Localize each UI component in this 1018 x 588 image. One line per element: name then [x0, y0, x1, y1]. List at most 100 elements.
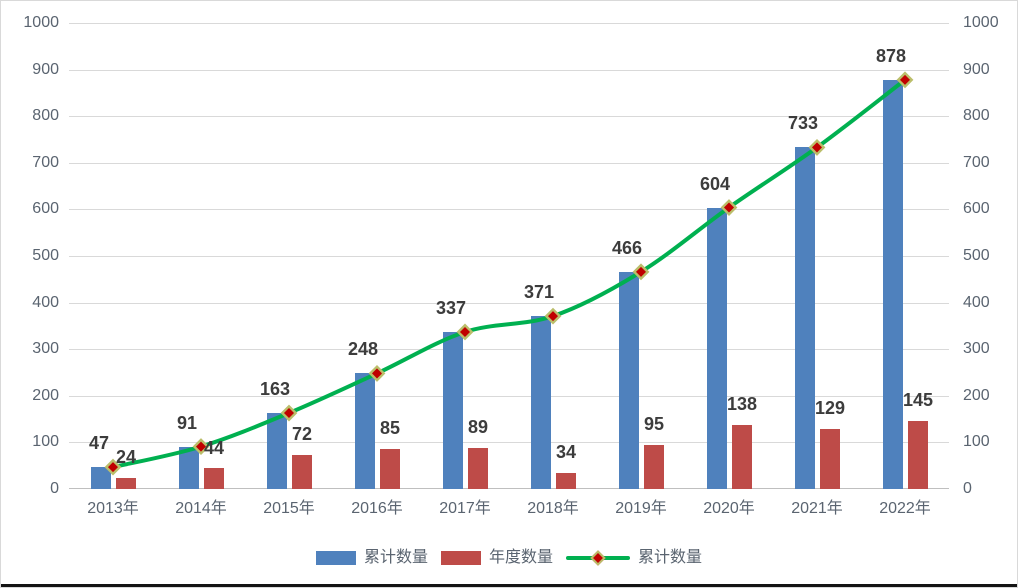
legend-item-0: 累计数量: [315, 548, 428, 568]
y-tick-right-300: 300: [963, 340, 990, 358]
y-tick-left-0: 0: [50, 480, 59, 497]
bar-annual-2016年: [379, 449, 400, 489]
legend-label-0: 累计数量: [363, 549, 428, 566]
legend-label-2: 累计数量: [638, 549, 703, 566]
x-label-2021年: 2021年: [791, 500, 843, 517]
legend-label-1: 年度数量: [488, 549, 553, 566]
y-tick-left-400: 400: [32, 293, 59, 311]
y-tick-left-200: 200: [32, 386, 59, 404]
data-label-cumulative-2016年: 248: [347, 339, 379, 360]
gridline-100: [69, 442, 949, 444]
y-tick-right-400: 400: [963, 293, 990, 311]
gridline-200: [69, 395, 949, 397]
data-label-cumulative-2017年: 337: [435, 297, 467, 318]
diamond-marker-2013年: [104, 458, 122, 476]
bar-annual-2018年: [555, 473, 576, 489]
legend-line-diamond-marker: [590, 550, 606, 566]
data-label-annual-2017年: 89: [467, 416, 489, 437]
y-tick-left-700: 700: [32, 153, 59, 171]
cumulative-line: [111, 77, 907, 470]
legend-swatch-line: [566, 549, 630, 567]
bar-cumulative-2018年: [530, 316, 551, 489]
x-label-2022年: 2022年: [879, 500, 931, 517]
y-axis-left: 1000 900 800 700 600 500 400 300 200 100 0: [1, 15, 59, 497]
y-tick-right-0: 0: [963, 480, 972, 497]
data-label-annual-2020年: 138: [726, 393, 758, 414]
bar-cumulative-2013年: [90, 467, 111, 489]
gridline-600: [69, 209, 949, 211]
data-label-cumulative-2019年: 466: [611, 237, 643, 258]
y-tick-right-100: 100: [963, 433, 990, 451]
legend-swatch-bar-0: [315, 551, 356, 565]
diamond-marker-2017年: [456, 323, 474, 341]
legend: 累计数量 年度数量 累计数量: [1, 546, 1017, 570]
x-label-2016年: 2016年: [351, 500, 403, 517]
data-label-annual-2014年: 44: [203, 437, 225, 458]
diamond-marker-2021年: [808, 139, 826, 156]
gridline-700: [69, 162, 949, 164]
bar-annual-2021年: [819, 428, 840, 489]
diamond-marker-2018年: [544, 307, 562, 325]
x-label-2020年: 2020年: [703, 500, 755, 517]
data-label-cumulative-2022年: 878: [875, 45, 907, 66]
legend-item-2: 累计数量: [566, 548, 702, 568]
data-label-annual-2022年: 145: [902, 390, 934, 411]
window-bottom-edge: [1, 584, 1017, 587]
gridline-800: [69, 116, 949, 118]
y-tick-right-800: 800: [963, 107, 990, 125]
y-tick-right-900: 900: [963, 60, 990, 78]
y-tick-right-500: 500: [963, 247, 990, 264]
legend-swatch-bar-1: [440, 551, 481, 565]
bar-cumulative-2017年: [442, 331, 463, 489]
gridline-0: [69, 488, 949, 489]
data-label-cumulative-2014年: 91: [176, 412, 198, 433]
bar-cumulative-2019年: [618, 271, 639, 489]
bar-cumulative-2021年: [794, 147, 815, 489]
y-tick-left-900: 900: [32, 60, 59, 78]
bar-cumulative-2016年: [354, 373, 375, 489]
x-label-2019年: 2019年: [615, 500, 667, 517]
y-tick-right-200: 200: [963, 386, 990, 404]
data-label-annual-2019年: 95: [643, 413, 665, 434]
bar-cumulative-2015年: [266, 413, 287, 489]
data-label-cumulative-2013年: 47: [88, 433, 110, 454]
y-tick-left-300: 300: [32, 340, 59, 358]
bar-annual-2019年: [643, 444, 664, 489]
data-label-annual-2021年: 129: [814, 397, 846, 418]
diamond-marker-2020年: [720, 199, 738, 216]
gridline-900: [69, 69, 949, 71]
y-tick-left-100: 100: [32, 433, 59, 451]
y-tick-left-1000: 1000: [23, 14, 59, 31]
bar-annual-2015年: [291, 455, 312, 489]
y-tick-left-600: 600: [32, 200, 59, 218]
y-tick-right-700: 700: [963, 153, 990, 171]
x-label-2018年: 2018年: [527, 500, 579, 517]
x-label-2014年: 2014年: [175, 500, 227, 517]
bar-annual-2022年: [907, 421, 928, 489]
bar-annual-2014年: [203, 468, 224, 489]
cumulative-line-series: [104, 71, 914, 476]
diamond-marker-2014年: [192, 438, 210, 456]
bar-annual-2017年: [467, 447, 488, 489]
x-label-2013年: 2013年: [87, 500, 139, 517]
gridline-500: [69, 256, 949, 257]
data-label-annual-2015年: 72: [291, 424, 313, 445]
x-label-2015年: 2015年: [263, 500, 315, 517]
gridline-400: [69, 302, 949, 304]
x-axis: 2013年 2014年 2015年 2016年 2017年 2018年 2019年 2020年…: [69, 499, 949, 521]
data-label-cumulative-2018年: 371: [523, 282, 555, 303]
bar-annual-2013年: [115, 477, 136, 489]
gridline-300: [69, 349, 949, 351]
y-tick-left-800: 800: [32, 107, 59, 125]
diamond-marker-2019年: [632, 263, 650, 281]
data-label-cumulative-2015年: 163: [259, 379, 291, 400]
data-label-annual-2013年: 24: [115, 446, 137, 467]
bar-cumulative-2014年: [178, 446, 199, 489]
data-label-cumulative-2020年: 604: [699, 173, 731, 194]
y-tick-left-500: 500: [32, 247, 59, 264]
x-label-2017年: 2017年: [439, 500, 491, 517]
gridline-1000: [69, 23, 949, 24]
bar-annual-2020年: [731, 424, 752, 489]
y-tick-right-1000: 1000: [963, 14, 999, 31]
